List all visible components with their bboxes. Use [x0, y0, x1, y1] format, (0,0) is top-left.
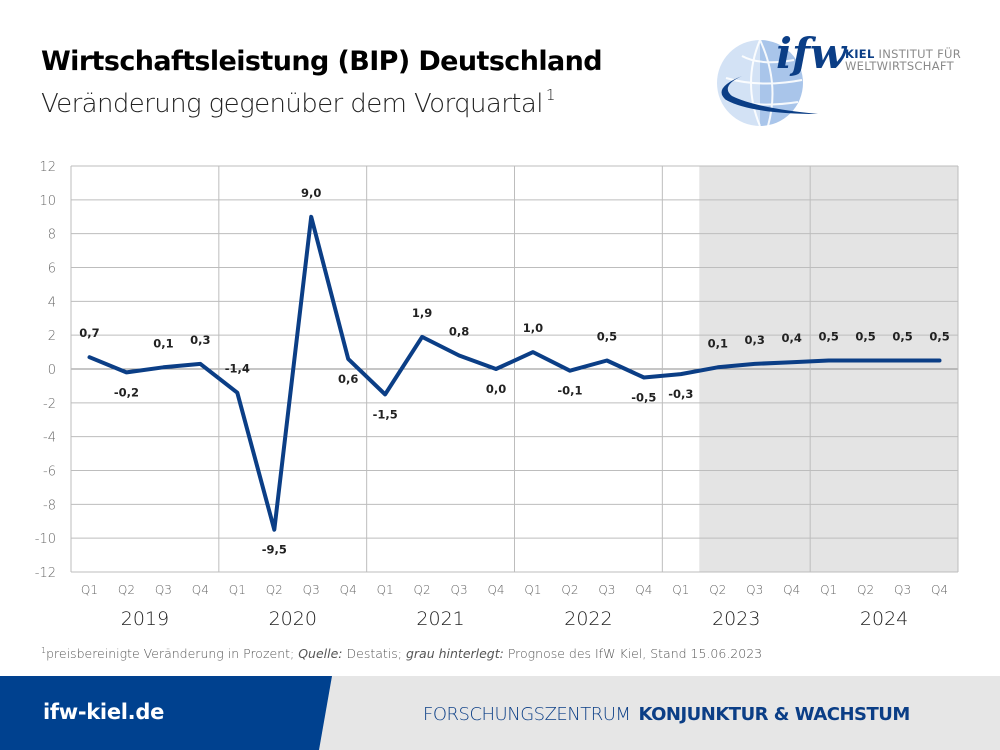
data-label: 0,0	[486, 382, 506, 396]
x-tick-label: Q4	[192, 583, 209, 597]
x-tick-label: Q3	[155, 583, 172, 597]
research-center-name: KONJUNKTUR & WACHSTUM	[638, 704, 910, 725]
y-tick-label: 2	[48, 329, 56, 344]
x-tick-label: Q3	[451, 583, 468, 597]
data-label: 0,5	[929, 330, 949, 344]
x-tick-label: Q4	[783, 583, 800, 597]
year-label: 2022	[564, 608, 612, 630]
footnote-mark: 1	[545, 86, 556, 104]
x-tick-label: Q1	[229, 583, 246, 597]
data-label: 0,4	[782, 331, 802, 345]
data-label: 0,5	[818, 330, 838, 344]
x-tick-label: Q2	[266, 583, 283, 597]
globe-icon	[717, 39, 818, 127]
y-tick-label: -12	[35, 566, 56, 581]
data-label: 9,0	[301, 186, 321, 200]
y-tick-label: 0	[48, 363, 56, 378]
data-label: -1,4	[225, 362, 250, 376]
x-tick-label: Q2	[709, 583, 726, 597]
x-tick-label: Q1	[820, 583, 837, 597]
grid-layer	[70, 165, 959, 573]
x-tick-label: Q2	[414, 583, 431, 597]
data-label: 0,3	[745, 333, 765, 347]
logo-text: KIEL INSTITUT FÜR WELTWIRTSCHAFT	[845, 48, 961, 72]
year-label: 2024	[860, 608, 908, 630]
data-label: -1,5	[373, 407, 398, 421]
year-label: 2021	[416, 608, 464, 630]
x-tick-label: Q4	[487, 583, 504, 597]
x-tick-label: Q1	[672, 583, 689, 597]
data-label: 1,9	[412, 306, 432, 320]
footnote: 1preisbereinigte Veränderung in Prozent;…	[41, 646, 762, 661]
year-label: 2023	[712, 608, 760, 630]
footnote-shading-text: Prognose des IfW Kiel, Stand 15.06.2023	[503, 646, 763, 661]
x-tick-label: Q2	[118, 583, 135, 597]
logo-weltwirtschaft: WELTWIRTSCHAFT	[845, 59, 954, 73]
x-tick-label: Q4	[635, 583, 652, 597]
data-label: 0,6	[338, 372, 358, 386]
x-tick-label: Q4	[340, 583, 357, 597]
x-tick-label: Q3	[746, 583, 763, 597]
logo-institut: INSTITUT FÜR	[874, 47, 961, 61]
data-label-layer: 0,7 -0,2 0,1 0,3 -1,4 -9,5 9,0 0,6 -1,5 1,9 0,8 0,0…	[79, 186, 949, 557]
footnote-shading-label: grau hinterlegt:	[405, 646, 504, 661]
x-tick-label: Q2	[857, 583, 874, 597]
x-tick-label: Q1	[524, 583, 541, 597]
logo-kiel: KIEL	[845, 47, 875, 61]
footnote-source: Destatis;	[342, 646, 406, 661]
subtitle-text: Veränderung gegenüber dem Vorquartal	[41, 89, 543, 119]
x-tick-label: Q3	[894, 583, 911, 597]
data-label: 0,3	[190, 333, 210, 347]
data-label: -0,3	[668, 387, 693, 401]
data-label: 0,7	[79, 326, 99, 340]
data-label: -9,5	[262, 543, 287, 557]
data-label: 1,0	[523, 321, 543, 335]
data-label: 0,1	[153, 336, 173, 350]
data-label: -0,5	[631, 390, 656, 404]
ifw-logo: ifw	[717, 36, 848, 127]
x-tick-label: Q4	[931, 583, 948, 597]
x-tick-label: Q3	[598, 583, 615, 597]
data-label: 0,8	[449, 324, 469, 338]
footnote-text: preisbereinigte Veränderung in Prozent;	[46, 646, 299, 661]
footer-brand-panel	[0, 676, 332, 750]
y-tick-label: 8	[48, 228, 56, 243]
x-tick-label: Q2	[561, 583, 578, 597]
logo-wordmark: ifw	[776, 36, 848, 78]
footnote-source-label: Quelle:	[298, 646, 343, 661]
y-tick-label: -10	[35, 532, 56, 547]
y-tick-label: -8	[43, 498, 56, 513]
x-tick-label: Q1	[81, 583, 98, 597]
data-label: 0,5	[597, 330, 617, 344]
data-label: 0,5	[892, 330, 912, 344]
data-label: 0,5	[855, 330, 875, 344]
website-link[interactable]: ifw-kiel.de	[43, 700, 165, 724]
series-layer	[87, 214, 942, 532]
chart-subtitle: Veränderung gegenüber dem Vorquartal 1	[41, 86, 555, 119]
axis-label-layer: 12 10 8 6 4 2 0 -2 -4 -6 -8 -10 -12 Q1 Q2 Q3 Q4 Q1 Q2 Q3 Q4 Q…	[35, 160, 948, 630]
x-tick-label: Q1	[377, 583, 394, 597]
research-center-prefix: FORSCHUNGSZENTRUM	[423, 704, 631, 725]
year-label: 2019	[121, 608, 169, 630]
footnote-mark: 1	[41, 646, 47, 655]
data-label: 0,1	[708, 336, 728, 350]
y-tick-label: 12	[39, 160, 56, 175]
y-tick-label: 6	[48, 262, 56, 277]
year-label: 2020	[269, 608, 317, 630]
gdp-line-chart: 0,7 -0,2 0,1 0,3 -1,4 -9,5 9,0 0,6 -1,5 1,9 0,8 0,0…	[35, 160, 959, 630]
y-tick-label: -6	[43, 465, 56, 480]
y-tick-label: 4	[48, 295, 56, 310]
data-label: -0,2	[114, 385, 139, 399]
y-tick-label: 10	[39, 194, 56, 209]
y-tick-label: -2	[43, 397, 56, 412]
chart-title: Wirtschaftsleistung (BIP) Deutschland	[41, 46, 603, 77]
research-center-label: FORSCHUNGSZENTRUM KONJUNKTUR & WACHSTUM	[423, 704, 910, 725]
y-tick-label: -4	[43, 431, 56, 446]
x-tick-label: Q3	[303, 583, 320, 597]
series-line	[87, 214, 942, 532]
data-label: -0,1	[557, 384, 582, 398]
